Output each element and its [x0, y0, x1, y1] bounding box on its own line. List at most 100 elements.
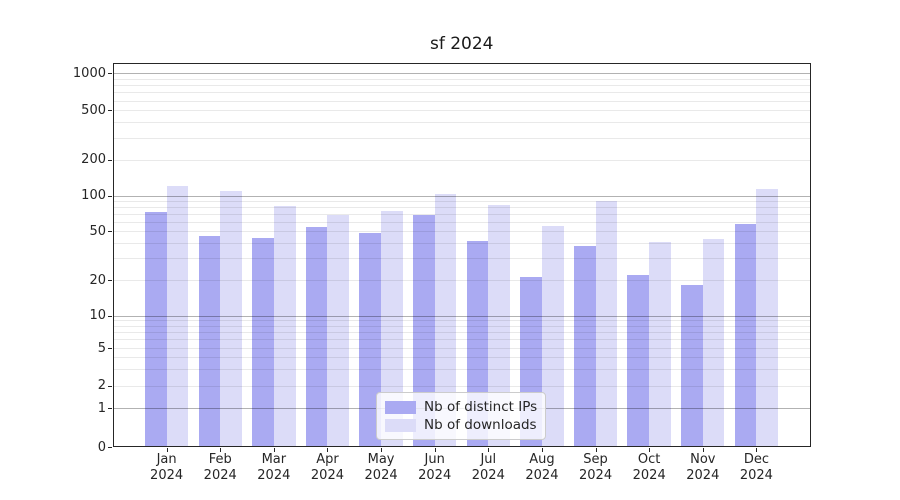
y-tick-mark	[108, 231, 112, 233]
x-tick-year: 2024	[471, 468, 505, 483]
bar-downloads	[166, 186, 189, 447]
x-tick-mark	[649, 447, 651, 452]
x-tick-mark	[434, 447, 436, 452]
x-tick-label: Mar 2024	[244, 452, 304, 484]
bar-downloads	[595, 200, 618, 447]
y-tick-label: 10	[89, 308, 106, 323]
y-tick-mark	[108, 73, 112, 75]
y-tick-mark	[108, 280, 112, 281]
x-tick-mark	[541, 447, 543, 452]
y-tick-label: 50	[89, 223, 106, 239]
bar-distinct-ips	[359, 233, 382, 447]
bar-downloads	[541, 226, 564, 447]
legend-item: Nb of distinct IPs	[385, 398, 538, 416]
y-tick-label: 5	[97, 340, 106, 356]
x-tick-mark	[756, 447, 758, 452]
x-tick-year: 2024	[257, 468, 291, 483]
x-tick-mark	[220, 447, 222, 452]
y-tick-mark	[108, 408, 112, 409]
bar-downloads	[488, 204, 510, 447]
x-tick-label: May 2024	[351, 452, 411, 484]
bar-downloads	[702, 239, 725, 447]
x-tick-month: Oct	[637, 452, 661, 467]
chart-title: sf 2024	[429, 34, 494, 54]
y-tick-label: 2	[97, 378, 106, 393]
x-tick-year: 2024	[150, 468, 184, 483]
legend-label: Nb of downloads	[424, 417, 537, 433]
bar-distinct-ips	[734, 223, 757, 447]
y-tick-mark	[108, 195, 112, 197]
bar-downloads	[649, 241, 671, 447]
x-tick-mark	[166, 447, 168, 452]
y-tick-label: 200	[81, 152, 106, 167]
x-tick-mark	[381, 447, 383, 452]
y-tick-label: 0	[97, 439, 106, 455]
x-tick-month: May	[367, 452, 395, 467]
x-tick-label: Jul 2024	[458, 452, 518, 484]
bar-distinct-ips	[573, 245, 596, 447]
x-tick-mark	[595, 447, 597, 452]
legend: Nb of distinct IPs Nb of downloads	[376, 392, 546, 440]
x-tick-year: 2024	[739, 468, 773, 483]
y-tick-label: 100	[81, 188, 106, 203]
x-tick-year: 2024	[632, 468, 666, 483]
x-tick-label: Sep 2024	[566, 452, 626, 484]
x-tick-year: 2024	[364, 468, 398, 483]
x-tick-label: Dec 2024	[726, 452, 786, 484]
x-tick-month: Jan	[156, 452, 177, 467]
y-tick-mark	[108, 315, 112, 317]
x-tick-label: Jun 2024	[405, 452, 465, 484]
legend-swatch	[385, 400, 416, 414]
x-tick-month: Jul	[480, 452, 497, 467]
x-tick-mark	[327, 447, 329, 452]
legend-label: Nb of distinct IPs	[424, 399, 538, 415]
bar-downloads	[327, 215, 350, 447]
y-tick-label: 1	[97, 400, 106, 416]
x-tick-year: 2024	[525, 468, 559, 483]
bar-downloads	[273, 205, 296, 447]
bar-downloads	[381, 211, 403, 447]
y-tick-mark	[108, 385, 112, 387]
x-tick-year: 2024	[686, 468, 720, 483]
x-tick-label: Apr 2024	[297, 452, 357, 484]
y-tick-label: 1000	[72, 65, 106, 81]
y-tick-label: 500	[81, 102, 106, 118]
x-tick-label: Oct 2024	[619, 452, 679, 484]
x-tick-month: Mar	[261, 452, 287, 467]
x-tick-mark	[273, 447, 275, 452]
x-tick-month: Sep	[583, 452, 608, 467]
x-tick-year: 2024	[579, 468, 613, 483]
y-tick-mark	[108, 447, 112, 448]
x-tick-year: 2024	[418, 468, 452, 483]
x-tick-month: Nov	[690, 452, 716, 467]
bar-distinct-ips	[681, 285, 703, 447]
x-tick-month: Feb	[208, 452, 232, 467]
y-tick-mark	[108, 110, 112, 112]
plot-frame	[112, 63, 811, 447]
bar-downloads	[434, 193, 457, 447]
y-tick-label: 20	[89, 272, 106, 288]
bar-distinct-ips	[413, 215, 435, 447]
bar-downloads	[756, 189, 779, 447]
y-tick-mark	[108, 348, 112, 349]
x-tick-year: 2024	[310, 468, 344, 483]
x-tick-month: Aug	[529, 452, 555, 467]
legend-swatch	[385, 418, 416, 432]
x-tick-month: Dec	[743, 452, 769, 467]
x-tick-label: Feb 2024	[190, 452, 250, 484]
x-tick-label: Jan 2024	[137, 452, 197, 484]
x-tick-year: 2024	[203, 468, 237, 483]
bar-downloads	[220, 190, 242, 447]
x-tick-mark	[488, 447, 490, 452]
x-tick-month: Jun	[424, 452, 445, 467]
legend-item: Nb of downloads	[385, 416, 537, 434]
y-tick-mark	[108, 159, 112, 161]
bar-distinct-ips	[627, 274, 650, 447]
x-tick-mark	[702, 447, 704, 452]
x-tick-month: Apr	[316, 452, 339, 467]
x-tick-label: Aug 2024	[512, 452, 572, 484]
bar-distinct-ips	[144, 212, 167, 447]
x-tick-label: Nov 2024	[673, 452, 733, 484]
bar-distinct-ips	[305, 227, 328, 447]
